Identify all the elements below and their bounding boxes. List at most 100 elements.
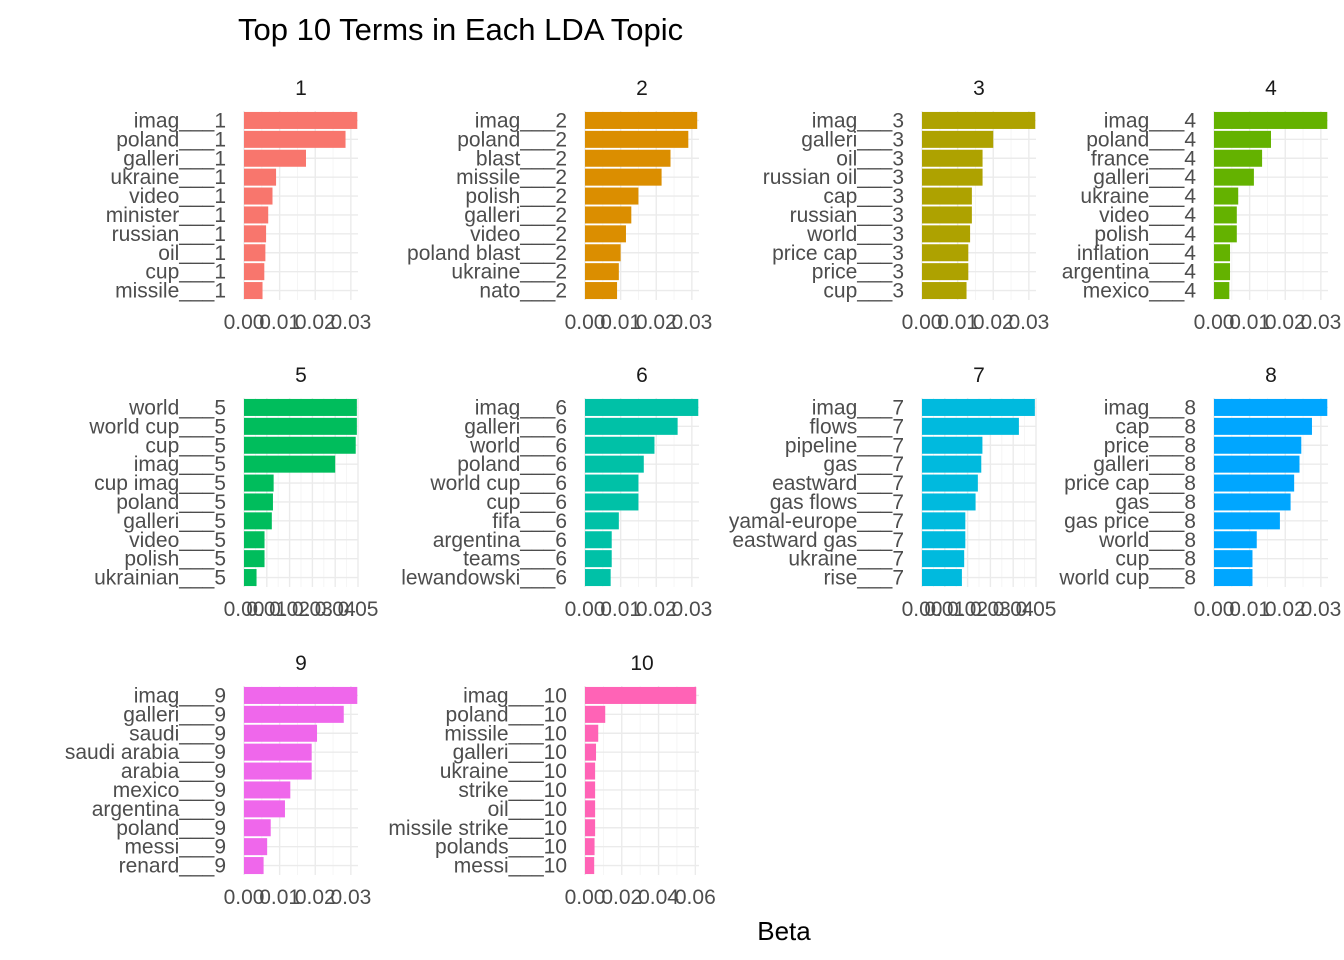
term-label: polish___4 xyxy=(1094,223,1196,246)
term-label: price cap___8 xyxy=(1064,472,1196,495)
x-tick-label: 0.00 xyxy=(565,311,606,334)
term-label: world___3 xyxy=(806,223,904,246)
bar xyxy=(1214,282,1230,300)
term-label: cup___5 xyxy=(145,434,226,457)
term-label: russian___1 xyxy=(112,223,226,246)
x-tick-label: 0.00 xyxy=(1194,311,1235,334)
x-tick-label: 0.00 xyxy=(224,886,265,909)
term-label: yamal-europe___7 xyxy=(729,510,904,533)
x-tick-label: 0.02 xyxy=(295,311,336,334)
facet-strip-label: 7 xyxy=(973,364,985,387)
bar xyxy=(585,838,595,856)
term-label: galleri___6 xyxy=(464,415,567,438)
x-tick-label: 0.02 xyxy=(1265,311,1306,334)
bar xyxy=(585,743,597,761)
bar xyxy=(585,762,596,780)
x-tick-label: 0.01 xyxy=(600,311,641,334)
bar xyxy=(585,724,599,742)
bar xyxy=(922,569,962,587)
term-label: gas___7 xyxy=(823,453,904,476)
term-label: missile___10 xyxy=(444,722,567,745)
term-label: saudi arabia___9 xyxy=(65,741,226,764)
x-axis-label: Beta xyxy=(757,916,811,946)
term-label: inflation___4 xyxy=(1077,242,1196,265)
bar xyxy=(922,111,1036,129)
term-label: missile strike___10 xyxy=(388,817,567,840)
bar xyxy=(922,244,969,262)
term-label: eastward gas___7 xyxy=(732,529,904,552)
term-label: video___2 xyxy=(470,223,567,246)
facet-strip-label: 8 xyxy=(1265,364,1277,387)
term-label: cup___8 xyxy=(1115,548,1196,571)
facet-strip-label: 1 xyxy=(295,77,307,100)
term-label: world___6 xyxy=(469,434,567,457)
bar xyxy=(244,838,268,856)
bar xyxy=(244,819,271,837)
term-label: ukraine___2 xyxy=(451,261,567,284)
x-tick-label: 0.03 xyxy=(1300,598,1341,621)
x-tick-label: 0.02 xyxy=(269,598,310,621)
x-tick-label: 0.00 xyxy=(224,598,265,621)
bar xyxy=(1214,244,1231,262)
x-tick-label: 0.03 xyxy=(671,311,712,334)
term-label: renard___9 xyxy=(119,855,226,878)
term-label: cup imag___5 xyxy=(94,472,226,495)
bar xyxy=(1214,474,1295,492)
bar xyxy=(922,187,972,205)
term-label: imag___2 xyxy=(475,109,567,132)
bar xyxy=(1214,455,1300,473)
term-label: france___4 xyxy=(1091,147,1196,170)
term-label: messi___9 xyxy=(124,836,226,859)
term-label: mexico___4 xyxy=(1083,280,1197,303)
bar xyxy=(585,111,698,129)
bar xyxy=(922,225,971,243)
x-tick-label: 0.01 xyxy=(1229,311,1270,334)
bar xyxy=(585,857,595,875)
x-tick-label: 0.03 xyxy=(1008,311,1049,334)
term-label: poland___6 xyxy=(457,453,567,476)
bar xyxy=(1214,550,1253,568)
term-label: arabia___9 xyxy=(121,760,226,783)
term-label: polish___2 xyxy=(465,185,567,208)
term-label: messi___10 xyxy=(454,855,567,878)
facet-strip-label: 5 xyxy=(295,364,307,387)
x-tick-label: 0.02 xyxy=(1265,598,1306,621)
x-tick-label: 0.03 xyxy=(1300,311,1341,334)
term-label: teams___6 xyxy=(463,548,567,571)
term-label: poland blast___2 xyxy=(407,242,567,265)
term-label: oil___1 xyxy=(158,242,226,265)
term-label: oil___10 xyxy=(488,798,567,821)
x-tick-label: 0.04 xyxy=(315,598,356,621)
bar xyxy=(1214,130,1271,148)
x-tick-label: 0.00 xyxy=(902,598,943,621)
x-tick-label: 0.03 xyxy=(292,598,333,621)
x-tick-label: 0.01 xyxy=(924,598,965,621)
term-label: saudi___9 xyxy=(129,722,226,745)
term-label: ukrainian___5 xyxy=(94,567,226,590)
bar xyxy=(244,282,263,300)
x-tick-label: 0.02 xyxy=(601,886,642,909)
term-label: cap___8 xyxy=(1115,415,1196,438)
bar xyxy=(922,282,967,300)
term-label: galleri___10 xyxy=(453,741,567,764)
bar xyxy=(922,550,965,568)
term-label: eastward___7 xyxy=(772,472,904,495)
term-label: lewandowski___6 xyxy=(401,567,567,590)
term-label: imag___3 xyxy=(812,109,904,132)
facet-panel-2: 2 imag___2poland___2blast___2missile___2p… xyxy=(407,77,712,334)
bar xyxy=(922,436,983,454)
term-label: poland___2 xyxy=(457,128,567,151)
bar xyxy=(244,225,267,243)
term-label: world cup___8 xyxy=(1058,567,1196,590)
term-label: imag___1 xyxy=(134,109,226,132)
term-label: mexico___9 xyxy=(113,779,226,802)
term-label: poland___5 xyxy=(116,491,226,514)
term-label: rise___7 xyxy=(823,567,904,590)
term-label: russian oil___3 xyxy=(763,166,904,189)
x-tick-label: 0.03 xyxy=(330,311,371,334)
term-label: imag___7 xyxy=(812,396,904,419)
x-tick-label: 0.00 xyxy=(565,886,606,909)
facet-panels: 1imag___1poland___1galleri___1ukraine___… xyxy=(65,77,1341,909)
bar xyxy=(585,550,612,568)
bar xyxy=(244,244,266,262)
